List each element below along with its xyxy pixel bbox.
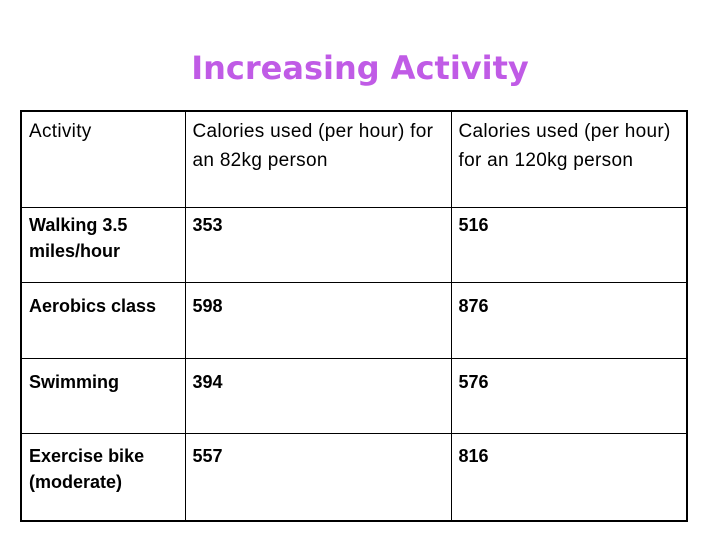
calories-82kg-cell: 598 xyxy=(184,282,452,359)
activity-cell: Aerobics class xyxy=(20,282,186,359)
table-row: Exercise bike (moderate) 557 816 xyxy=(20,433,688,522)
calories-82kg-cell: 353 xyxy=(184,207,452,283)
table-row: Aerobics class 598 876 xyxy=(20,282,688,359)
header-calories-82kg: Calories used (per hour) for an 82kg per… xyxy=(184,110,452,208)
header-activity: Activity xyxy=(20,110,186,208)
activity-cell: Swimming xyxy=(20,358,186,434)
activity-cell: Walking 3.5 miles/hour xyxy=(20,207,186,283)
table-row: Walking 3.5 miles/hour 353 516 xyxy=(20,207,688,283)
calories-120kg-cell: 516 xyxy=(450,207,688,283)
calories-82kg-cell: 394 xyxy=(184,358,452,434)
calories-82kg-cell: 557 xyxy=(184,433,452,522)
header-calories-120kg: Calories used (per hour) for an 120kg pe… xyxy=(450,110,688,208)
table-header-row: Activity Calories used (per hour) for an… xyxy=(20,110,688,208)
calories-table: Activity Calories used (per hour) for an… xyxy=(20,110,688,522)
calories-120kg-cell: 876 xyxy=(450,282,688,359)
slide-title: Increasing Activity xyxy=(191,49,529,87)
table-row: Swimming 394 576 xyxy=(20,358,688,434)
calories-120kg-cell: 816 xyxy=(450,433,688,522)
calories-120kg-cell: 576 xyxy=(450,358,688,434)
activity-cell: Exercise bike (moderate) xyxy=(20,433,186,522)
